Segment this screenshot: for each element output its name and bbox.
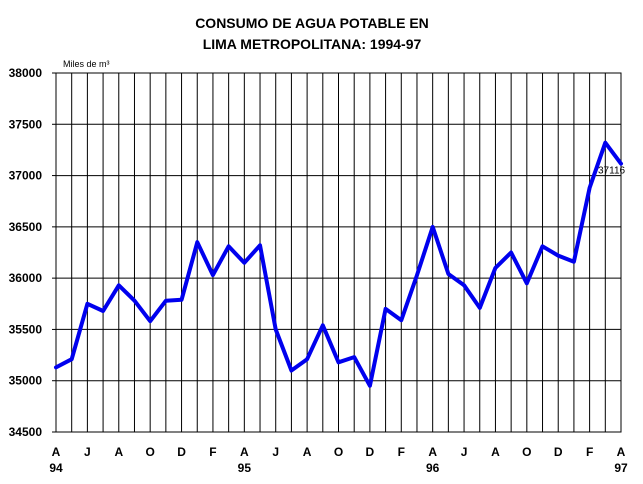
x-tick-label: A — [52, 445, 61, 459]
x-tick-label: O — [334, 445, 343, 459]
x-tick-label: A — [491, 445, 500, 459]
x-axis-ticks: A J A O D F A J A O D F A J A O D F A 94 95 96 97 — [49, 445, 628, 475]
year-label: 97 — [614, 461, 628, 475]
x-tick-label: A — [114, 445, 123, 459]
y-tick-label: 38000 — [9, 66, 43, 80]
x-tick-label: A — [617, 445, 626, 459]
series-group: 37116 — [54, 140, 626, 388]
year-label: 96 — [426, 461, 440, 475]
x-tick-label: A — [428, 445, 437, 459]
x-tick-label: A — [303, 445, 312, 459]
x-tick-label: O — [522, 445, 531, 459]
y-tick-label: 35000 — [9, 374, 43, 388]
x-tick-label: O — [145, 445, 154, 459]
y-tick-label: 37000 — [9, 169, 43, 183]
x-tick-label: D — [554, 445, 563, 459]
y-tick-label: 35500 — [9, 322, 43, 336]
series-line — [54, 140, 623, 388]
x-tick-label: F — [209, 445, 216, 459]
x-tick-label: J — [272, 445, 279, 459]
chart-title-line1: CONSUMO DE AGUA POTABLE EN — [195, 15, 429, 31]
y-axis-ticks: 38000 37500 37000 36500 36000 35500 35000 34500 — [9, 66, 43, 439]
y-axis-unit-label: Miles de m³ — [63, 59, 110, 69]
x-tick-label: J — [461, 445, 468, 459]
x-tick-label: J — [84, 445, 91, 459]
year-label: 94 — [49, 461, 63, 475]
y-tick-label: 34500 — [9, 425, 43, 439]
x-tick-label: F — [586, 445, 593, 459]
y-tick-label: 37500 — [9, 117, 43, 131]
gridlines — [52, 72, 622, 433]
x-tick-label: A — [240, 445, 249, 459]
x-tick-label: D — [177, 445, 186, 459]
y-tick-label: 36000 — [9, 271, 43, 285]
year-label: 95 — [238, 461, 252, 475]
x-tick-label: F — [398, 445, 405, 459]
x-tick-label: D — [366, 445, 375, 459]
y-tick-label: 36500 — [9, 220, 43, 234]
chart-title-line2: LIMA METROPOLITANA: 1994-97 — [203, 36, 422, 52]
last-value-label: 37116 — [598, 166, 626, 177]
